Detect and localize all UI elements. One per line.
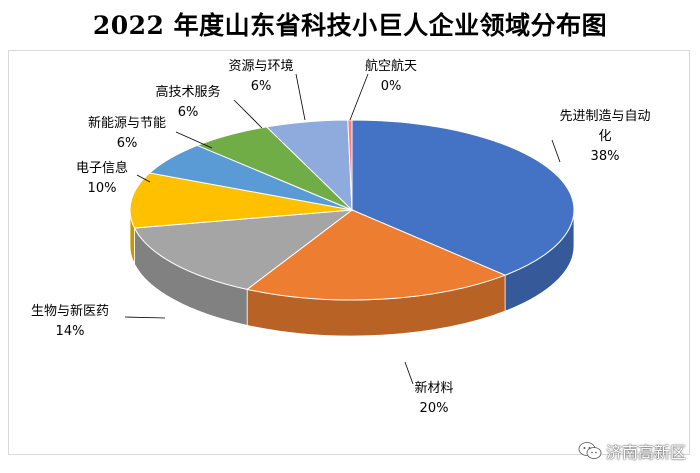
pie-slice-0: [351, 119, 575, 276]
slice-label-3: 电子信息 10%: [76, 160, 128, 196]
slice-value-0: 38%: [591, 149, 620, 164]
slice-label-1: 新材料 20%: [414, 380, 453, 416]
leader-line-6: [295, 73, 306, 121]
slice-value-5: 6%: [178, 105, 199, 120]
chart-title: 2022 年度山东省科技小巨人企业领域分布图: [92, 11, 608, 40]
slice-name-cont-0: 化: [598, 129, 611, 144]
watermark: 济南高新区: [578, 439, 686, 463]
leader-line-0: [551, 139, 561, 163]
slice-name-0: 先进制造与自动: [559, 109, 650, 124]
leader-line-7: [349, 73, 369, 121]
pie-slice-1: [246, 209, 507, 301]
leader-line-4: [175, 131, 213, 149]
leader-line-2: [124, 316, 166, 319]
slice-label-2: 生物与新医药 14%: [31, 303, 109, 339]
slice-label-5: 高技术服务 6%: [155, 84, 220, 120]
pie-slice-7: [347, 119, 353, 211]
slice-value-1: 20%: [420, 401, 449, 416]
leader-line-5: [233, 99, 263, 129]
pie-slice-3: [129, 172, 353, 229]
slice-name-6: 资源与环境: [228, 59, 293, 74]
pie-slice-2: [133, 209, 354, 290]
plot-area-frame: [8, 50, 690, 455]
wechat-icon: [578, 442, 602, 459]
pie-labels: 先进制造与自动化 38% 新材料 20% 生物与新医药 14% 电子信息 10% 新能源与节能 6…: [31, 58, 651, 416]
leader-line-3: [136, 174, 151, 183]
pie-tops: [129, 119, 575, 301]
leader-line-1: [404, 361, 414, 385]
slice-label-0: 先进制造与自动化 38%: [559, 109, 650, 164]
slice-label-4: 新能源与节能 6%: [88, 115, 166, 151]
slice-name-4: 新能源与节能: [88, 115, 166, 131]
slice-name-1: 新材料: [414, 380, 453, 396]
watermark-text: 济南高新区: [605, 443, 686, 462]
slice-value-2: 14%: [56, 324, 85, 339]
slice-name-7: 航空航天: [365, 58, 417, 74]
slice-value-3: 10%: [88, 181, 117, 196]
slice-value-6: 6%: [251, 79, 272, 94]
slice-value-4: 6%: [117, 136, 138, 151]
slice-name-2: 生物与新医药: [31, 303, 109, 319]
slice-name-5: 高技术服务: [155, 84, 220, 100]
slice-name-3: 电子信息: [76, 160, 128, 176]
slice-label-7: 航空航天 0%: [365, 58, 417, 94]
slice-label-6: 资源与环境 6%: [228, 59, 293, 94]
slice-value-7: 0%: [381, 79, 402, 94]
